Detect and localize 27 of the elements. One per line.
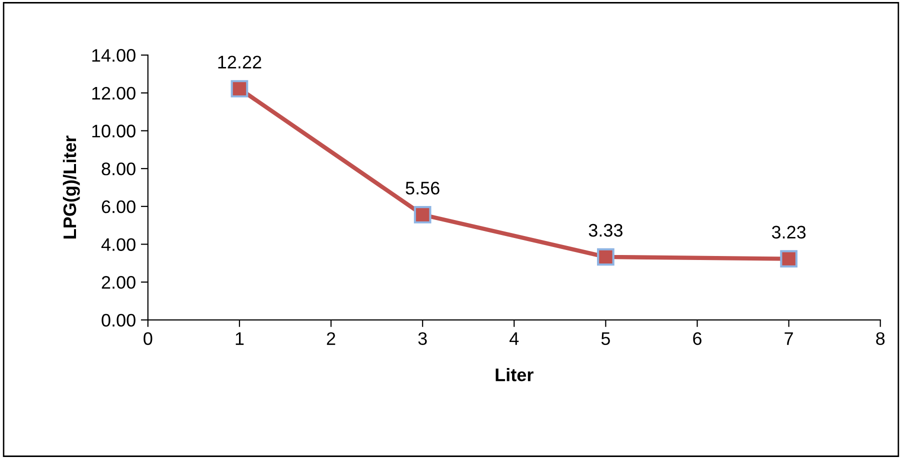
point xyxy=(414,206,432,224)
x-axis-title: Liter xyxy=(496,368,534,382)
point xyxy=(780,250,798,268)
y-axis-title: LPG(g)/Liter xyxy=(62,136,80,238)
y-tick-label: 0.00 xyxy=(102,314,136,327)
y-tick-label: 4.00 xyxy=(101,238,136,251)
y-tick-label: 8.00 xyxy=(102,162,136,176)
point xyxy=(597,248,614,266)
x-tick-label: 5 xyxy=(601,332,610,345)
x-tick-label: 0 xyxy=(144,332,152,345)
x-tick-label: 6 xyxy=(693,332,702,345)
data-label: 3.33 xyxy=(588,224,622,237)
data-label: 5.56 xyxy=(406,182,440,195)
y-tick-label: 2.00 xyxy=(102,276,136,289)
y-tick-label: 12.00 xyxy=(92,86,136,100)
x-tick-label: 2 xyxy=(326,332,336,345)
data-label: 12.22 xyxy=(218,56,262,68)
y-tick-label: 14.00 xyxy=(92,49,136,62)
x-tick-label: 8 xyxy=(876,332,885,345)
x-tick-label: 3 xyxy=(418,332,427,345)
y-tick-label: 6.00 xyxy=(102,200,136,214)
data-label: 3.23 xyxy=(772,226,806,239)
y-tick-label: 10.00 xyxy=(92,124,136,138)
point xyxy=(230,80,248,98)
x-tick-label: 4 xyxy=(510,332,519,345)
x-tick-label: 7 xyxy=(784,332,793,345)
x-tick-label: 1 xyxy=(236,332,244,345)
